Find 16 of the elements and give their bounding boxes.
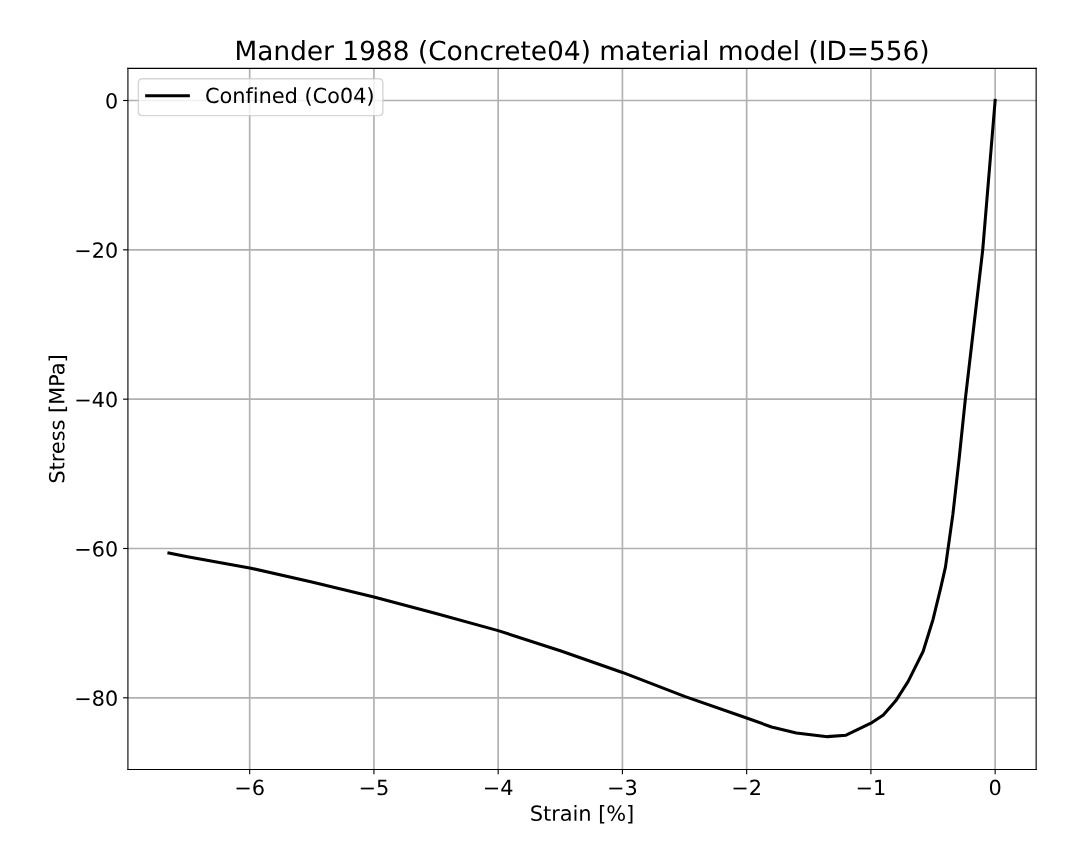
x-axis-title: Strain [%] xyxy=(531,804,633,824)
y-tick-label: −20 xyxy=(76,242,117,259)
x-tick-label: −5 xyxy=(360,779,388,796)
x-tick-label: −1 xyxy=(857,779,885,796)
x-tick-label: 0 xyxy=(989,779,1001,796)
y-tick-label: −40 xyxy=(76,391,117,408)
y-tick-label: 0 xyxy=(106,92,117,109)
legend-label: Confined (Co04) xyxy=(206,87,373,106)
x-tick-label: −6 xyxy=(236,779,264,796)
x-tick-label: −2 xyxy=(733,779,760,796)
y-tick-label: −60 xyxy=(76,540,117,557)
x-tick-label: −4 xyxy=(485,779,513,796)
y-tick-label: −80 xyxy=(76,690,117,707)
y-axis-title: Stress [MPa] xyxy=(48,356,68,483)
x-tick-label: −3 xyxy=(609,779,637,796)
chart-title: Mander 1988 (Concrete04) material model (ID=556) xyxy=(237,40,928,64)
